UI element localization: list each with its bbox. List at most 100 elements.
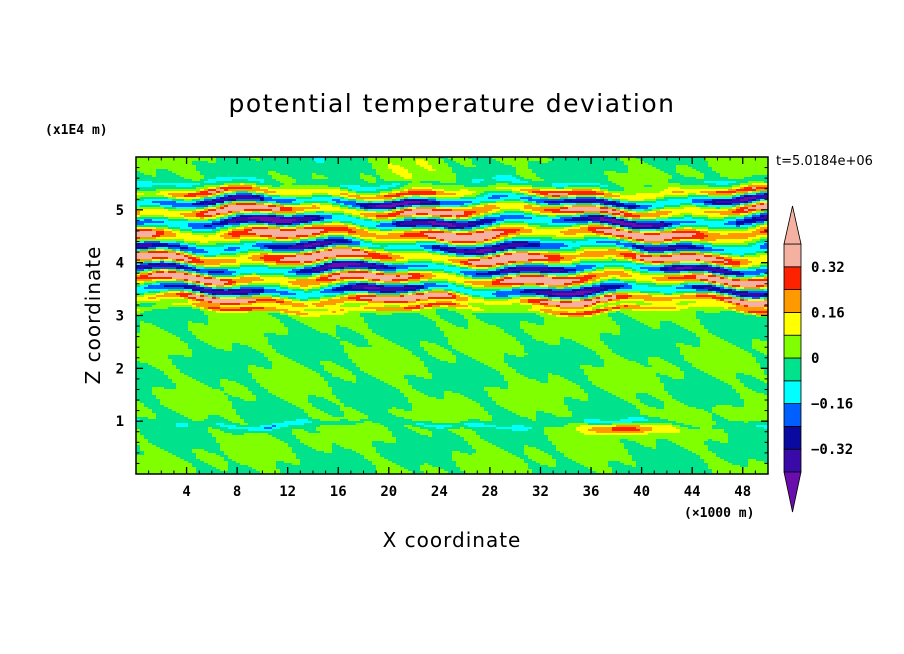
contour-cell [304, 191, 309, 194]
contour-cell [596, 199, 601, 202]
contour-cell [176, 187, 181, 190]
contour-cell [216, 209, 221, 212]
contour-cell [656, 205, 661, 208]
contour-cell [336, 189, 341, 192]
contour-cell [596, 195, 601, 198]
contour-cell [544, 183, 549, 186]
contour-cell [520, 211, 525, 214]
contour-cell [544, 185, 549, 188]
contour-cell [564, 165, 569, 168]
contour-cell [692, 193, 697, 196]
contour-cell [388, 165, 393, 168]
contour-cell [408, 197, 413, 200]
contour-cell [584, 211, 589, 214]
contour-cell [156, 201, 161, 204]
contour-cell [320, 203, 325, 206]
contour-cell [140, 171, 145, 174]
contour-cell [516, 177, 521, 180]
contour-cell [428, 167, 433, 170]
contour-cell [568, 171, 573, 174]
contour-cell [692, 165, 697, 168]
contour-cell [580, 163, 585, 166]
contour-cell [744, 193, 749, 196]
contour-cell [696, 169, 701, 172]
contour-cell [272, 193, 277, 196]
contour-cell [540, 189, 545, 192]
contour-cell [640, 175, 645, 178]
contour-cell [204, 183, 209, 186]
contour-cell [628, 181, 633, 184]
contour-cell [540, 181, 545, 184]
contour-cell [496, 211, 501, 214]
contour-cell [564, 169, 569, 172]
contour-cell [540, 203, 545, 206]
contour-cell [492, 171, 497, 174]
contour-cell [296, 201, 301, 204]
contour-cell [756, 195, 761, 198]
contour-cell [764, 193, 768, 196]
contour-cell [732, 209, 737, 212]
contour-cell [252, 205, 257, 208]
contour-cell [380, 183, 385, 186]
contour-cell [628, 197, 633, 200]
contour-cell [600, 193, 605, 196]
contour-cell [240, 173, 245, 176]
contour-cell [420, 185, 425, 188]
contour-cell [264, 183, 269, 186]
contour-cell [660, 207, 665, 210]
contour-cell [368, 173, 373, 176]
contour-cell [692, 201, 697, 204]
contour-cell [252, 189, 257, 192]
contour-cell [432, 163, 437, 166]
contour-cell [204, 179, 209, 182]
contour-cell [556, 197, 561, 200]
contour-cell [684, 207, 689, 210]
contour-cell [736, 205, 741, 208]
contour-cell [492, 217, 497, 220]
contour-cell [152, 213, 157, 216]
contour-cell [148, 161, 153, 164]
contour-cell [576, 183, 581, 186]
contour-cell [480, 217, 485, 220]
contour-cell [708, 165, 713, 168]
contour-cell [748, 189, 753, 192]
contour-cell [152, 179, 157, 182]
contour-cell [492, 181, 497, 184]
contour-cell [240, 185, 245, 188]
contour-cell [628, 205, 633, 208]
contour-cell [144, 203, 149, 206]
contour-cell [276, 219, 281, 222]
contour-cell [340, 189, 345, 192]
contour-cell [240, 215, 245, 218]
contour-cell [732, 205, 737, 208]
contour-cell [320, 197, 325, 200]
contour-cell [348, 175, 353, 178]
contour-cell [204, 187, 209, 190]
contour-cell [372, 211, 377, 214]
contour-cell [156, 177, 161, 180]
contour-cell [656, 165, 661, 168]
contour-cell [164, 189, 169, 192]
contour-cell [244, 211, 249, 214]
contour-cell [648, 169, 653, 172]
contour-cell [632, 197, 637, 200]
contour-cell [480, 187, 485, 190]
contour-cell [412, 171, 417, 174]
contour-cell [236, 209, 241, 212]
contour-cell [280, 161, 285, 164]
contour-cell [172, 183, 177, 186]
contour-cell [188, 177, 193, 180]
contour-cell [372, 195, 377, 198]
contour-cell [336, 191, 341, 194]
contour-cell [556, 217, 561, 220]
contour-cell [540, 173, 545, 176]
contour-cell [372, 171, 377, 174]
contour-cell [144, 205, 149, 208]
contour-cell [616, 189, 621, 192]
contour-cell [648, 211, 653, 214]
contour-cell [136, 201, 141, 204]
contour-cell [364, 183, 369, 186]
contour-cell [356, 205, 361, 208]
contour-cell [176, 189, 181, 192]
contour-cell [312, 195, 317, 198]
